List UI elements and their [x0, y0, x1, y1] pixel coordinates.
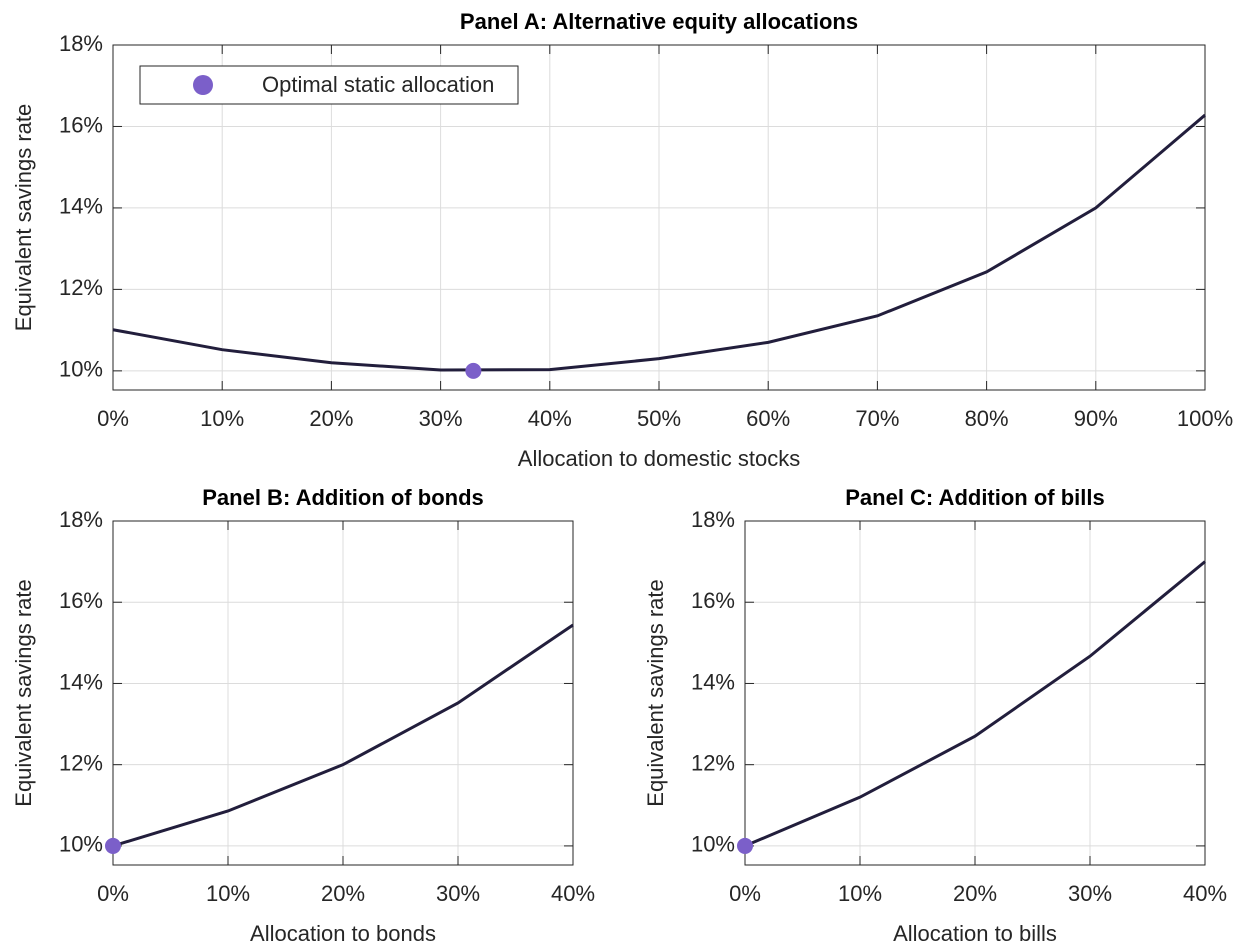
- data-line: [112, 113, 1206, 372]
- x-tick-label: 90%: [1074, 406, 1118, 431]
- legend-marker: [193, 75, 213, 95]
- y-tick-label: 18%: [59, 507, 103, 532]
- x-tick-label: 30%: [1068, 881, 1112, 906]
- y-tick-label: 12%: [59, 750, 103, 775]
- chart-title: Panel C: Addition of bills: [845, 485, 1105, 510]
- x-tick-label: 60%: [746, 406, 790, 431]
- y-tick-label: 12%: [691, 750, 735, 775]
- data-line: [112, 623, 574, 848]
- marker-point: [465, 362, 482, 379]
- y-tick-label: 12%: [59, 275, 103, 300]
- x-tick-label: 20%: [321, 881, 365, 906]
- y-tick-label: 16%: [59, 588, 103, 613]
- x-tick-label: 10%: [206, 881, 250, 906]
- x-axis-label: Allocation to bills: [893, 921, 1057, 946]
- x-tick-label: 0%: [729, 881, 761, 906]
- x-tick-label: 40%: [528, 406, 572, 431]
- y-tick-label: 14%: [59, 669, 103, 694]
- y-tick-label: 14%: [691, 669, 735, 694]
- legend-label: Optimal static allocation: [262, 72, 494, 97]
- x-tick-label: 10%: [200, 406, 244, 431]
- y-tick-label: 18%: [59, 31, 103, 56]
- chart-title: Panel B: Addition of bonds: [202, 485, 484, 510]
- panel: 10% 12% 14% 16% 18% 0% 10% 20% 30% 40% Panel C: Ad…: [643, 485, 1227, 946]
- y-tick-label: 10%: [59, 832, 103, 857]
- x-tick-label: 50%: [637, 406, 681, 431]
- x-tick-label: 30%: [419, 406, 463, 431]
- x-tick-label: 0%: [97, 406, 129, 431]
- data-line: [744, 560, 1206, 848]
- x-tick-label: 100%: [1177, 406, 1233, 431]
- y-tick-label: 10%: [59, 357, 103, 382]
- plot-frame: [744, 520, 1206, 866]
- y-tick-label: 10%: [691, 832, 735, 857]
- x-tick-label: 0%: [97, 881, 129, 906]
- x-tick-label: 80%: [965, 406, 1009, 431]
- plot-frame: [112, 520, 574, 866]
- marker-point: [105, 837, 121, 854]
- panel: 10% 12% 14% 16% 18% 0% 10% 20% 30% 40% Panel B: Ad…: [11, 485, 595, 946]
- y-axis-label: Equivalent savings rate: [11, 579, 36, 806]
- x-axis-label: Allocation to domestic stocks: [518, 446, 800, 471]
- marker-point: [737, 837, 753, 854]
- y-tick-label: 16%: [59, 112, 103, 137]
- x-tick-label: 20%: [953, 881, 997, 906]
- y-tick-label: 18%: [691, 507, 735, 532]
- x-tick-label: 10%: [838, 881, 882, 906]
- panel: 10% 12% 14% 16% 18% 0% 10% 20% 30% 40% 50% 60% 70% 80…: [11, 9, 1233, 471]
- y-tick-label: 14%: [59, 194, 103, 219]
- x-tick-label: 40%: [551, 881, 595, 906]
- x-axis-label: Allocation to bonds: [250, 921, 436, 946]
- x-tick-label: 70%: [855, 406, 899, 431]
- y-axis-label: Equivalent savings rate: [643, 579, 668, 806]
- y-tick-label: 16%: [691, 588, 735, 613]
- x-tick-label: 20%: [309, 406, 353, 431]
- y-axis-label: Equivalent savings rate: [11, 104, 36, 331]
- x-tick-label: 40%: [1183, 881, 1227, 906]
- x-tick-label: 30%: [436, 881, 480, 906]
- chart-title: Panel A: Alternative equity allocations: [460, 9, 858, 34]
- plot-frame: [112, 44, 1206, 391]
